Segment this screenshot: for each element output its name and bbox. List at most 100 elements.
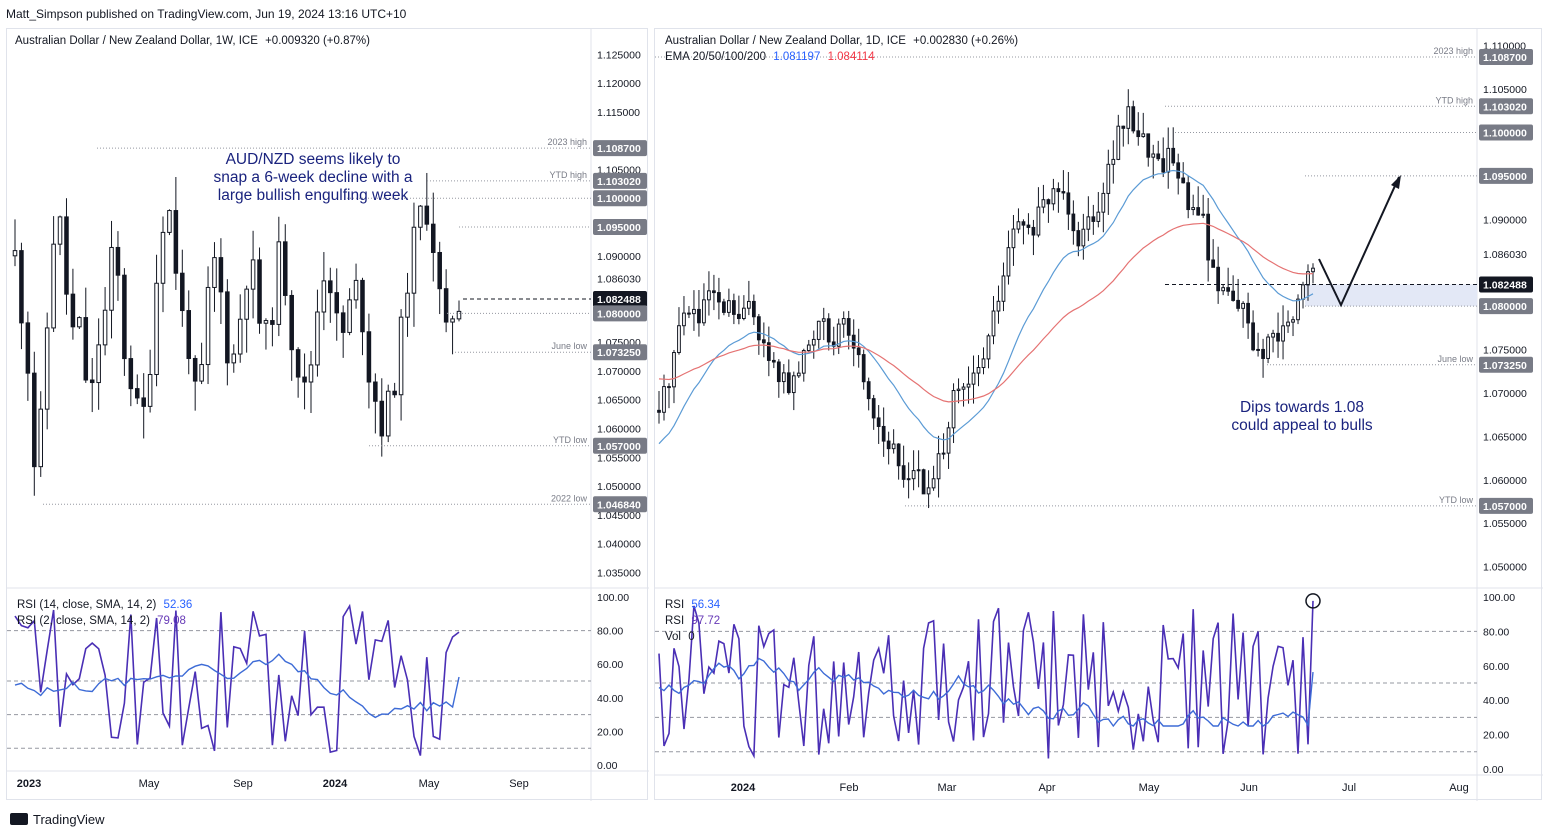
level-name: YTD low [1439,495,1474,505]
candle-body [682,312,686,327]
rsi-overbought-marker [1305,593,1321,609]
candle-body [1141,133,1146,138]
candle-body [147,374,153,407]
y-tick-label: 1.065000 [597,395,641,407]
x-tick-label: Apr [1038,782,1055,794]
candle-body [986,335,991,360]
level-name: YTD low [553,435,588,445]
daily-vol-value: 0 [688,631,695,643]
y-tick-label: 1.040000 [597,539,641,551]
candle-body [1231,290,1235,301]
candle-body [816,320,821,340]
candle-body [667,386,671,389]
candle-body [786,372,791,394]
price-label-bg [593,219,647,236]
price-label: 1.100000 [1483,128,1527,140]
candle-body [1271,332,1275,338]
candle-body [961,386,966,390]
candle-body [1191,207,1196,211]
daily-rsi2-legend: RSI 97.72 [665,615,724,627]
candle-body [707,290,711,301]
candle-body [1036,206,1041,236]
price-label-bg [1479,48,1533,65]
weekly-rsi2-label: RSI (2, close, SMA, 14, 2) [17,615,150,627]
candle-body [811,338,816,346]
price-label: 1.100000 [597,193,641,205]
weekly-annotation-line: snap a 6-week decline with a [213,169,413,186]
weekly-rsi14-legend: RSI (14, close, SMA, 14, 2) 52.36 [17,599,196,611]
candle-body [1211,259,1216,268]
candle-body [134,388,140,399]
candle-body [1256,348,1260,351]
candle-body [328,280,333,294]
ema50-line [658,222,1314,403]
candle-body [776,361,781,383]
candle-body [456,310,462,320]
price-label: 1.108700 [597,143,641,155]
daily-chart-panel[interactable]: 1.110000 1.105000 1.090000 1.086030 1.075000… [654,28,1543,801]
candle-body [916,469,921,472]
price-label-bg [593,291,647,308]
candle-body [677,325,681,354]
y-tick-label: 1.055000 [597,452,641,464]
weekly-annotation-line: AUD/NZD seems likely to [225,151,401,168]
y-tick-label: 1.055000 [1483,518,1527,530]
price-label: 1.046840 [597,499,641,511]
candle-body [437,251,442,290]
candle-body [115,246,121,276]
rsi2-line [658,600,1314,759]
y-tick-label: 1.125000 [597,49,641,61]
candle-body [966,383,971,388]
candle-body [302,376,307,383]
publisher-text: Matt_Simpson published on TradingView.co… [6,7,407,21]
candle-body [1281,325,1285,342]
level-name: 2023 high [1433,46,1473,56]
daily-chart-svg[interactable]: 1.1100001.1050001.0900001.0860301.075000… [655,29,1543,801]
price-label: 1.082488 [1483,280,1527,292]
daily-annotation: Dips towards 1.08 could appeal to bulls [1207,399,1397,435]
candle-body [791,375,796,394]
rsi-tick-label: 20.00 [1483,730,1509,742]
rsi-tick-label: 80.00 [597,626,623,638]
candle-body [836,323,841,347]
price-label-bg [593,344,647,361]
candle-body [1151,153,1156,158]
y-tick-label: 1.060000 [597,424,641,436]
candle-body [921,469,926,495]
candle-body [1161,158,1166,173]
candle-body [1041,199,1046,208]
tradingview-logo-icon [10,813,28,825]
candle-body [70,293,76,328]
candle-body [1046,199,1051,205]
candle-body [231,353,237,364]
daily-chart-title-row: Australian Dollar / New Zealand Dollar, … [665,35,1022,47]
candle-body [886,440,891,450]
candle-body [946,427,951,454]
weekly-chart-svg[interactable]: 1.1250001.1200001.1150001.1050001.090000… [7,29,649,801]
daily-annotation-line: could appeal to bulls [1231,417,1373,434]
candle-body [282,241,288,296]
price-label-bg [1479,167,1533,184]
candle-body [806,344,811,352]
daily-rsi14-label: RSI [665,599,685,611]
candle-body [687,312,691,315]
candle-body [83,317,89,381]
candle-body [717,292,721,303]
candle-body [1066,192,1071,215]
candle-body [1026,224,1031,228]
price-label: 1.103020 [1483,101,1527,113]
candle-body [1056,188,1061,193]
x-tick-label: Jul [1342,782,1356,794]
candle-body [901,465,906,480]
candle-body [32,372,37,468]
weekly-chart-panel[interactable]: 1.125000 1.120000 1.115000 1.105000 1.090000… [6,28,649,801]
candle-body [263,320,269,324]
ema20-line [658,169,1314,445]
daily-ema-label: EMA 20/50/100/200 [665,51,767,63]
candle-body [25,322,31,374]
candle-body [672,352,676,388]
candle-body [295,349,301,378]
tradingview-logo[interactable]: TradingView [10,812,105,827]
weekly-rsi14-value: 52.36 [163,599,193,611]
candle-body [1266,336,1270,359]
